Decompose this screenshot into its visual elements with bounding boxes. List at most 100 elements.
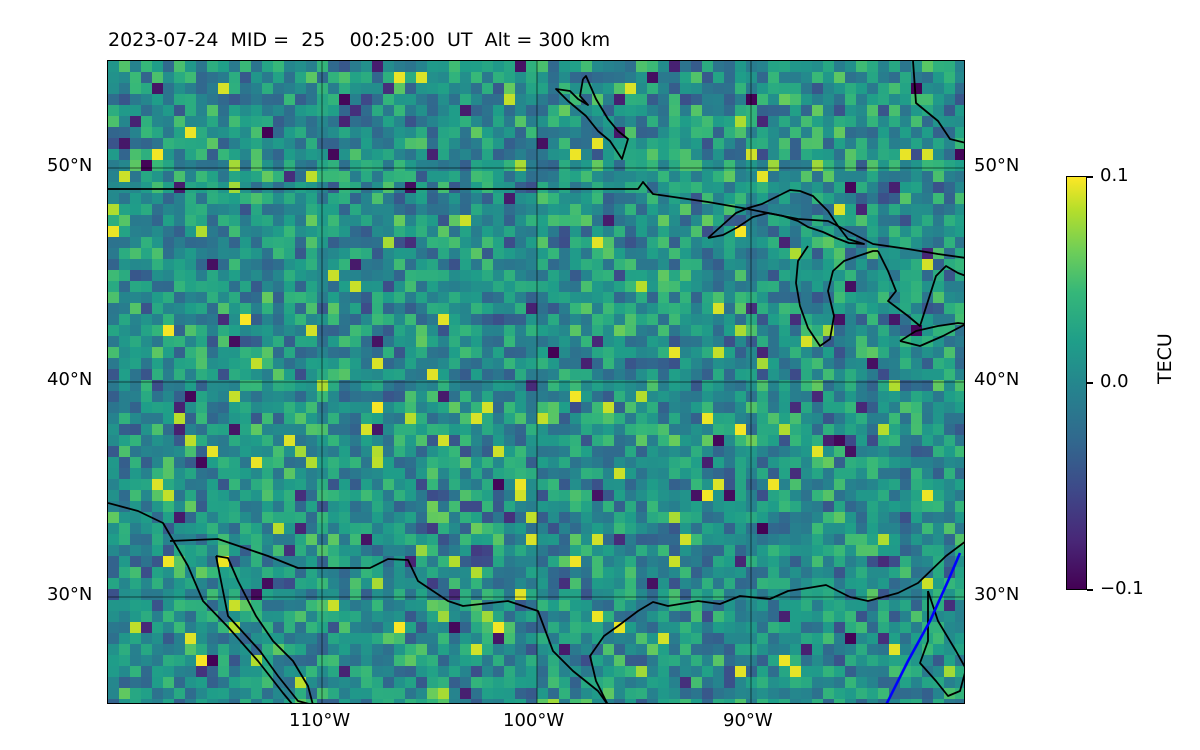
tec-cell bbox=[691, 226, 703, 238]
tec-cell bbox=[669, 149, 681, 161]
tec-cell bbox=[614, 512, 626, 524]
tec-cell bbox=[592, 479, 604, 491]
tec-cell bbox=[658, 226, 670, 238]
tec-cell bbox=[471, 688, 483, 700]
tec-cell bbox=[735, 512, 747, 524]
tec-cell bbox=[779, 281, 791, 293]
tec-cell bbox=[625, 600, 637, 612]
tec-cell bbox=[438, 446, 450, 458]
lat-label-right-30: 30°N bbox=[974, 584, 1020, 605]
tec-cell bbox=[768, 611, 780, 623]
tec-cell bbox=[757, 501, 769, 513]
tec-cell bbox=[284, 116, 296, 128]
tec-cell bbox=[427, 644, 439, 656]
tec-cell bbox=[592, 644, 604, 656]
tec-cell bbox=[790, 204, 802, 216]
tec-cell bbox=[570, 94, 582, 106]
tec-cell bbox=[801, 149, 813, 161]
tec-cell bbox=[394, 281, 406, 293]
tec-cell bbox=[856, 435, 868, 447]
tec-cell bbox=[823, 303, 835, 315]
tec-cell bbox=[779, 567, 791, 579]
tec-cell bbox=[218, 138, 230, 150]
tec-cell bbox=[383, 94, 395, 106]
tec-cell bbox=[361, 237, 373, 249]
tec-cell bbox=[339, 512, 351, 524]
tec-cell bbox=[306, 424, 318, 436]
tec-cell bbox=[878, 655, 890, 667]
tec-cell bbox=[713, 534, 725, 546]
tec-cell bbox=[691, 270, 703, 282]
tec-cell bbox=[878, 380, 890, 392]
tec-cell bbox=[757, 259, 769, 271]
tec-cell bbox=[581, 534, 593, 546]
tec-cell bbox=[867, 490, 879, 502]
tec-cell bbox=[163, 567, 175, 579]
tec-cell bbox=[526, 479, 538, 491]
tec-cell bbox=[878, 644, 890, 656]
tec-cell bbox=[548, 105, 560, 117]
tec-cell bbox=[515, 182, 527, 194]
tec-cell bbox=[240, 688, 252, 700]
tec-cell bbox=[372, 314, 384, 326]
tec-cell bbox=[273, 424, 285, 436]
tec-cell bbox=[262, 72, 274, 84]
tec-cell bbox=[515, 94, 527, 106]
tec-cell bbox=[328, 402, 340, 414]
tec-cell bbox=[361, 523, 373, 535]
tec-cell bbox=[713, 83, 725, 95]
tec-cell bbox=[911, 215, 923, 227]
tec-cell bbox=[471, 94, 483, 106]
tec-cell bbox=[306, 248, 318, 260]
tec-cell bbox=[207, 402, 219, 414]
tec-cell bbox=[317, 446, 329, 458]
tec-cell bbox=[471, 644, 483, 656]
tec-cell bbox=[207, 358, 219, 370]
tec-cell bbox=[108, 479, 120, 491]
tec-cell bbox=[911, 402, 923, 414]
tec-cell bbox=[801, 116, 813, 128]
tec-cell bbox=[911, 479, 923, 491]
tec-cell bbox=[350, 325, 362, 337]
tec-cell bbox=[592, 171, 604, 183]
tec-cell bbox=[911, 127, 923, 139]
tec-cell bbox=[438, 105, 450, 117]
tec-cell bbox=[372, 402, 384, 414]
tec-cell bbox=[361, 72, 373, 84]
tec-cell bbox=[306, 94, 318, 106]
tec-cell bbox=[790, 94, 802, 106]
tec-cell bbox=[339, 611, 351, 623]
tec-cell bbox=[548, 248, 560, 260]
tec-cell bbox=[636, 215, 648, 227]
tec-cell bbox=[933, 644, 945, 656]
tec-cell bbox=[812, 446, 824, 458]
tec-cell bbox=[779, 457, 791, 469]
tec-cell bbox=[141, 589, 153, 601]
tec-map[interactable] bbox=[107, 60, 965, 704]
tec-cell bbox=[526, 644, 538, 656]
tec-cell bbox=[801, 644, 813, 656]
tec-cell bbox=[218, 578, 230, 590]
tec-cell bbox=[537, 182, 549, 194]
tec-cell bbox=[636, 160, 648, 172]
tec-cell bbox=[867, 116, 879, 128]
tec-cell bbox=[152, 105, 164, 117]
tec-cell bbox=[438, 534, 450, 546]
tec-cell bbox=[603, 94, 615, 106]
tec-cell bbox=[944, 534, 956, 546]
tec-cell bbox=[614, 292, 626, 304]
tec-cell bbox=[130, 666, 142, 678]
tec-cell bbox=[592, 589, 604, 601]
tec-cell bbox=[526, 468, 538, 480]
tec-cell bbox=[735, 259, 747, 271]
tec-cell bbox=[350, 468, 362, 480]
tec-cell bbox=[702, 545, 714, 557]
tec-cell bbox=[757, 336, 769, 348]
tec-cell bbox=[119, 523, 131, 535]
tec-cell bbox=[845, 138, 857, 150]
tec-cell bbox=[570, 325, 582, 337]
tec-cell bbox=[163, 259, 175, 271]
tec-cell bbox=[812, 622, 824, 634]
tec-cell bbox=[427, 380, 439, 392]
tec-cell bbox=[702, 512, 714, 524]
